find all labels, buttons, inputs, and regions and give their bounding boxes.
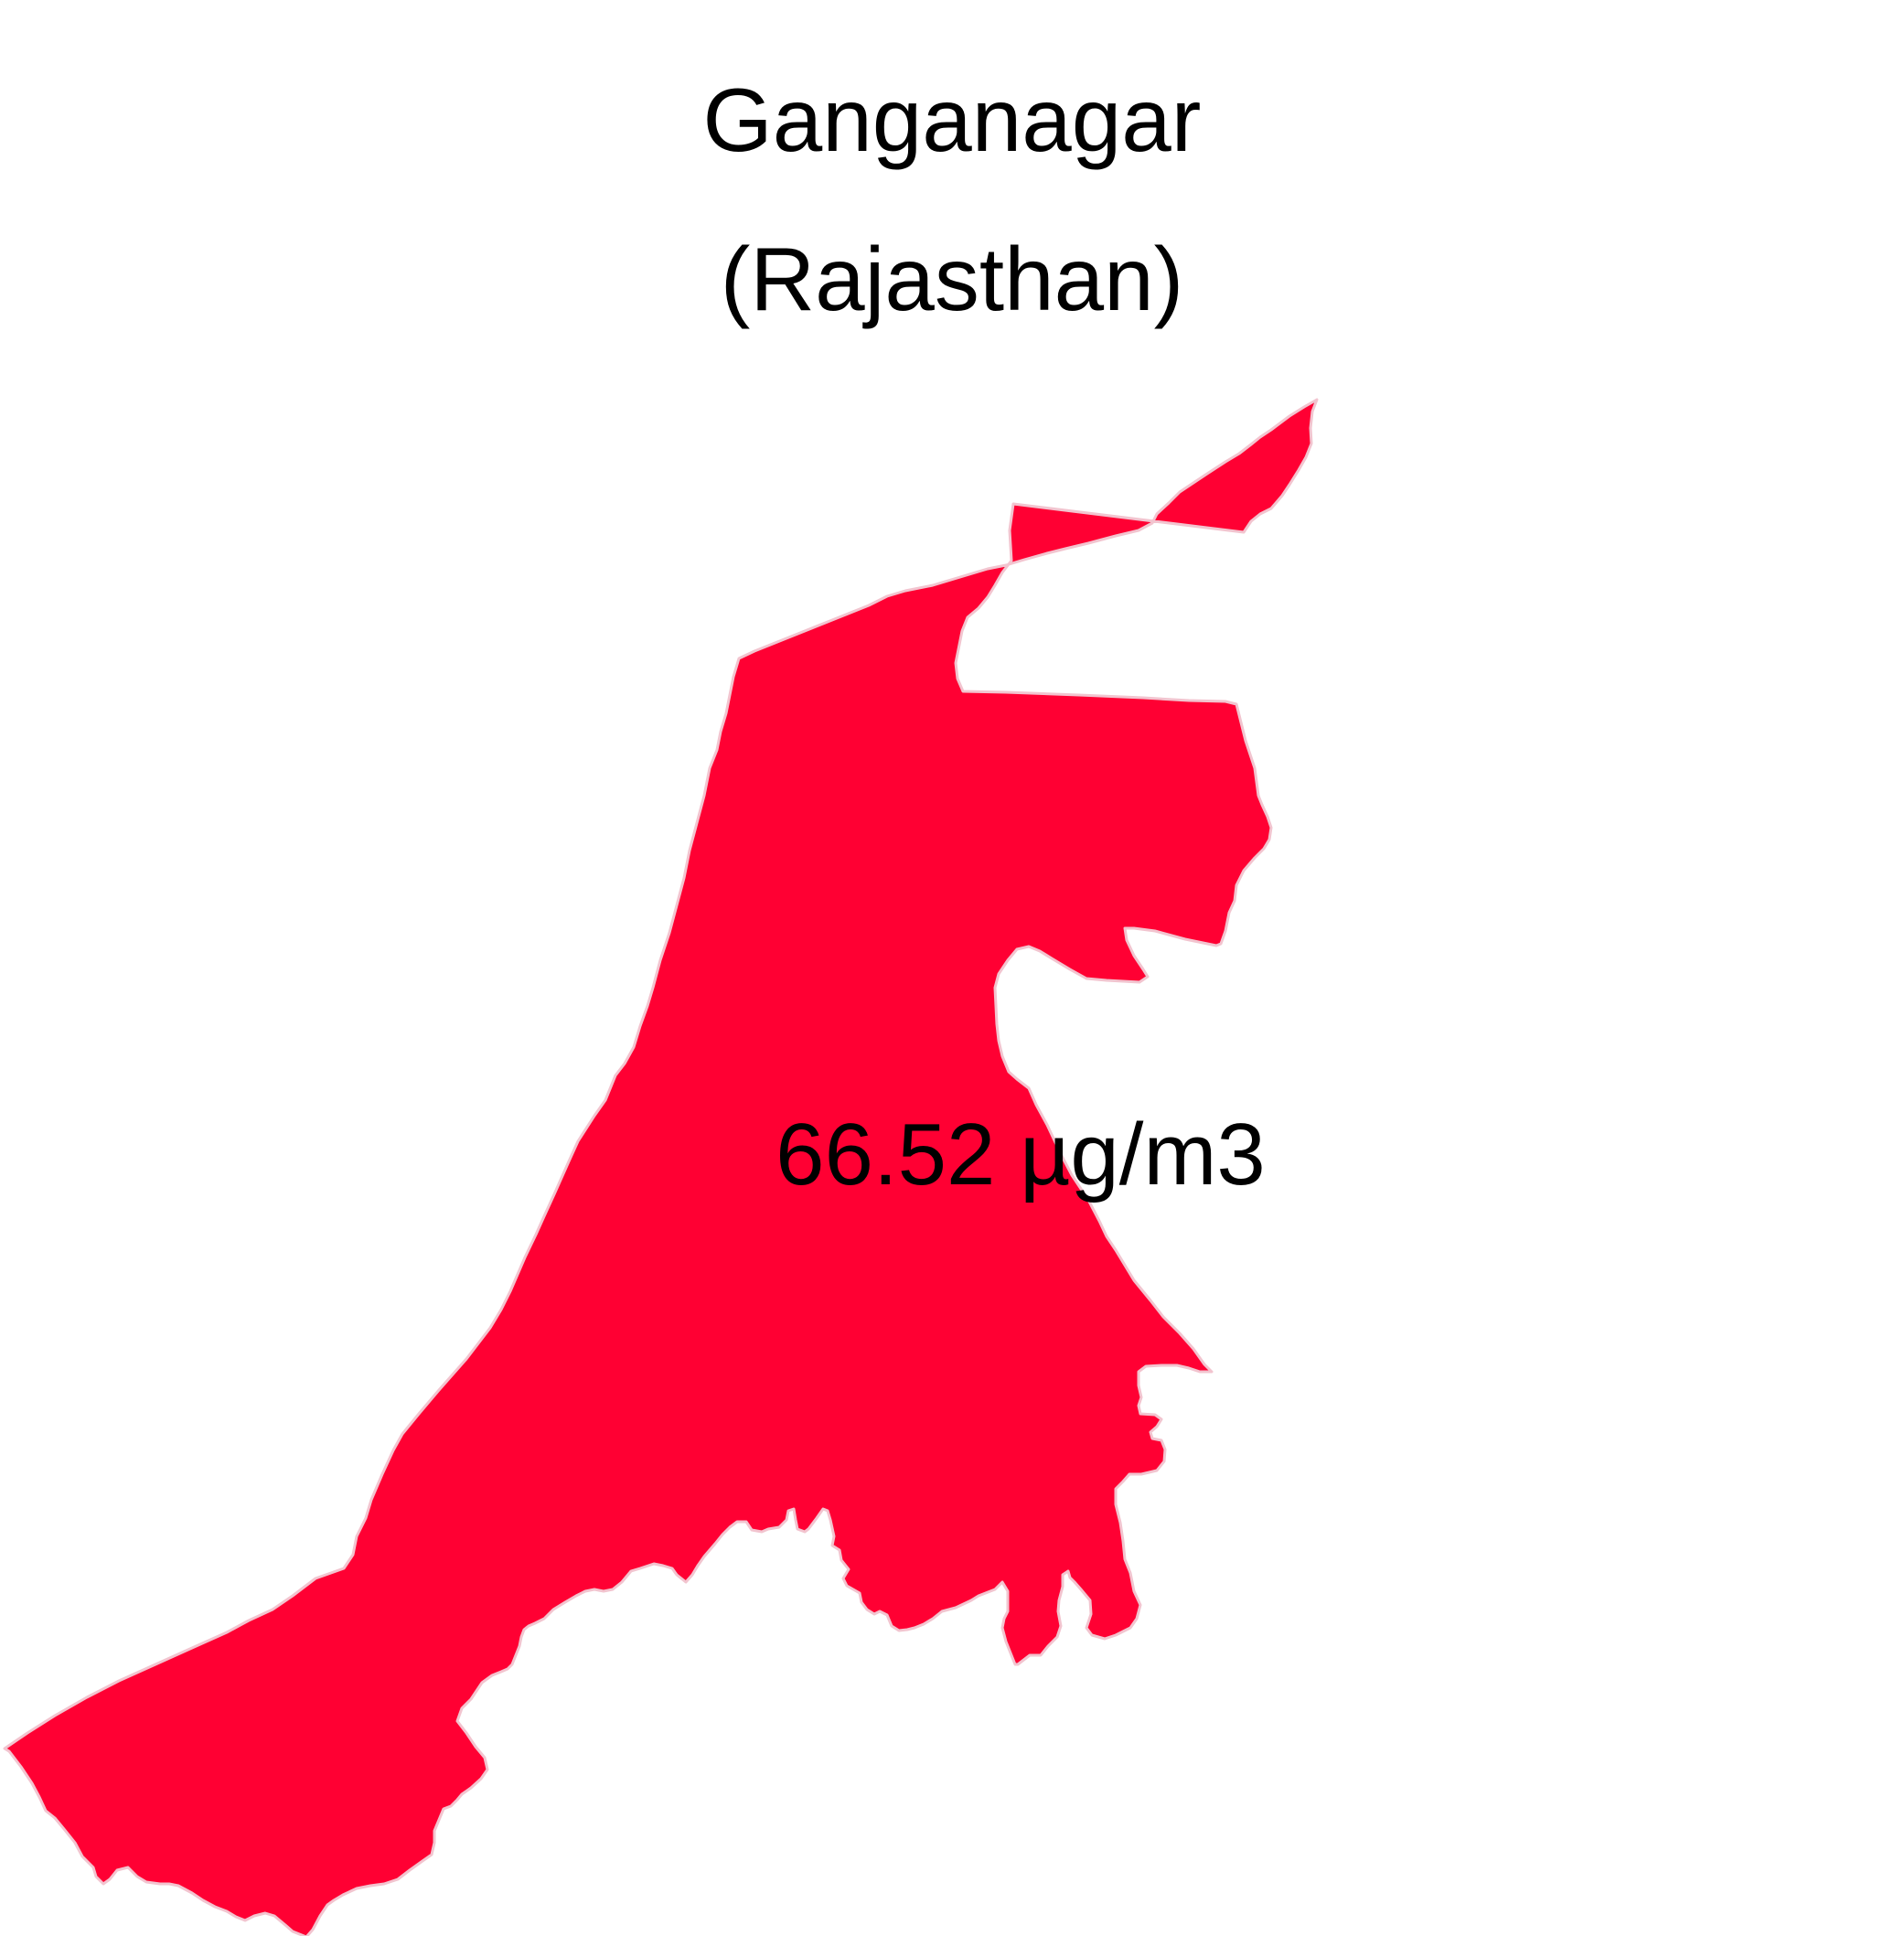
title-district: Ganganagar [702,70,1202,170]
title-state: (Rajasthan) [720,229,1184,329]
pollution-value-label: 66.52 µg/m3 [776,1106,1266,1203]
district-boundary [3,398,1319,1936]
